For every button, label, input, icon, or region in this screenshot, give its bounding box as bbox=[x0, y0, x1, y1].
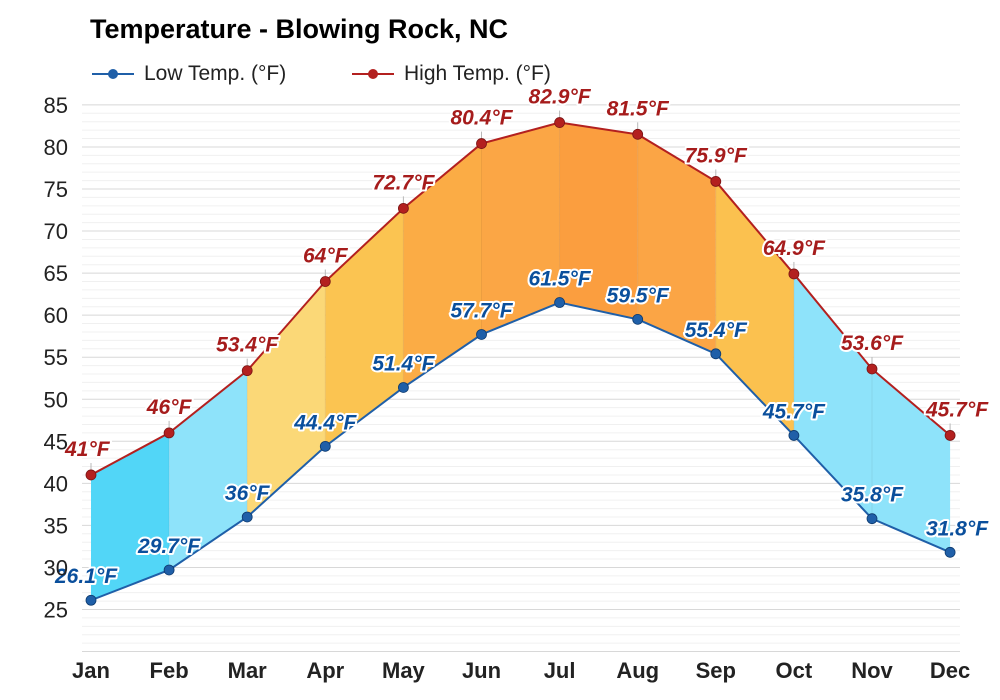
y-tick-label: 70 bbox=[44, 219, 68, 244]
point-low-mar bbox=[241, 511, 253, 523]
point-low-sep bbox=[710, 348, 722, 360]
data-label-low-jun: 57.7°F bbox=[450, 299, 513, 322]
data-label-high-jan: 41°F bbox=[64, 438, 111, 461]
data-label-low-apr: 44.4°F bbox=[293, 411, 357, 434]
point-low-apr bbox=[319, 440, 331, 452]
y-tick-label: 35 bbox=[44, 513, 68, 538]
band-nov bbox=[872, 368, 951, 553]
data-label-high-may: 72.7°F bbox=[372, 171, 435, 194]
point-high-mar bbox=[241, 365, 253, 377]
y-tick-label: 40 bbox=[44, 471, 68, 496]
y-tick-label: 85 bbox=[44, 93, 68, 118]
data-label-high-feb: 46°F bbox=[146, 396, 193, 419]
band-mar bbox=[247, 281, 326, 517]
point-high-dec bbox=[944, 430, 956, 441]
band-sep bbox=[715, 181, 794, 436]
series-line-low bbox=[90, 301, 951, 602]
legend-low-marker bbox=[92, 69, 134, 79]
data-label-high-jun: 80.4°F bbox=[450, 107, 513, 130]
legend-low-label: Low Temp. (°F) bbox=[144, 62, 287, 85]
data-label-low-feb: 29.7°F bbox=[137, 535, 201, 558]
x-tick-label-jun: Jun bbox=[462, 658, 501, 683]
data-label-high-apr: 64°F bbox=[303, 245, 349, 268]
band-jan bbox=[91, 432, 170, 601]
y-tick-label: 30 bbox=[44, 555, 68, 580]
y-tick-label: 80 bbox=[44, 135, 68, 160]
band-feb bbox=[169, 370, 248, 570]
band-may bbox=[403, 143, 482, 388]
point-low-oct bbox=[788, 430, 800, 441]
x-tick-label-may: May bbox=[382, 658, 426, 683]
y-tick-label: 60 bbox=[44, 303, 68, 328]
point-low-jan bbox=[85, 594, 97, 606]
data-label-high-jul: 82.9°F bbox=[529, 86, 592, 109]
point-low-aug bbox=[632, 313, 644, 325]
data-label-low-jan: 26.1°F bbox=[54, 565, 118, 588]
data-label-high-oct: 64.9°F bbox=[763, 237, 826, 260]
point-low-jul bbox=[554, 297, 565, 308]
y-tick-label: 25 bbox=[44, 598, 68, 623]
data-label-high-sep: 75.9°F bbox=[685, 144, 748, 167]
data-label-low-oct: 45.7°F bbox=[762, 400, 826, 423]
y-tick-label: 75 bbox=[44, 177, 68, 202]
y-tick-label: 65 bbox=[44, 261, 68, 286]
legend-item-low: Low Temp. (°F) bbox=[90, 62, 286, 86]
x-tick-label-dec: Dec bbox=[930, 658, 970, 683]
point-low-jun bbox=[476, 329, 487, 340]
data-label-low-dec: 31.8°F bbox=[926, 517, 989, 540]
data-label-low-aug: 59.5°F bbox=[607, 284, 670, 307]
data-label-low-jul: 61.5°F bbox=[529, 268, 592, 291]
data-label-high-dec: 45.7°F bbox=[925, 398, 989, 421]
point-high-sep bbox=[710, 176, 722, 187]
data-label-low-sep: 55.4°F bbox=[685, 319, 748, 342]
point-low-may bbox=[397, 382, 409, 393]
point-low-feb bbox=[163, 564, 175, 576]
point-low-nov bbox=[866, 513, 878, 525]
x-tick-label-nov: Nov bbox=[851, 658, 893, 683]
x-tick-label-jul: Jul bbox=[544, 658, 576, 683]
x-tick-label-jan: Jan bbox=[72, 658, 110, 683]
point-high-feb bbox=[163, 427, 175, 439]
band-jul bbox=[559, 122, 638, 320]
data-label-low-may: 51.4°F bbox=[372, 352, 435, 375]
band-aug bbox=[637, 134, 716, 354]
point-high-apr bbox=[319, 276, 331, 287]
data-label-high-nov: 53.6°F bbox=[841, 332, 904, 355]
data-label-low-mar: 36°F bbox=[225, 482, 271, 505]
point-high-jan bbox=[85, 469, 97, 481]
x-tick-label-apr: Apr bbox=[306, 658, 344, 683]
data-label-low-nov: 35.8°F bbox=[841, 484, 904, 507]
data-label-high-aug: 81.5°F bbox=[607, 97, 670, 120]
y-tick-label: 55 bbox=[44, 345, 68, 370]
x-tick-label-aug: Aug bbox=[616, 658, 659, 683]
point-high-oct bbox=[788, 268, 800, 280]
y-tick-label: 45 bbox=[44, 429, 68, 454]
x-tick-label-oct: Oct bbox=[776, 658, 813, 683]
band-apr bbox=[325, 208, 404, 447]
series-line-high bbox=[90, 121, 951, 476]
point-low-dec bbox=[944, 546, 956, 558]
legend-high-label: High Temp. (°F) bbox=[404, 62, 551, 85]
point-high-may bbox=[397, 202, 409, 214]
chart-title: Temperature - Blowing Rock, NC bbox=[90, 14, 509, 44]
data-label-high-mar: 53.4°F bbox=[216, 334, 279, 357]
band-oct bbox=[793, 273, 872, 519]
point-high-aug bbox=[632, 128, 644, 140]
legend-high-marker bbox=[352, 69, 394, 79]
x-tick-label-mar: Mar bbox=[228, 658, 268, 683]
point-high-jun bbox=[476, 138, 487, 149]
point-high-jul bbox=[554, 117, 565, 128]
x-tick-label-sep: Sep bbox=[696, 658, 736, 683]
legend-item-high: High Temp. (°F) bbox=[350, 62, 551, 86]
y-tick-label: 50 bbox=[44, 387, 68, 412]
band-jun bbox=[481, 122, 560, 335]
x-tick-label-feb: Feb bbox=[150, 658, 189, 683]
point-high-nov bbox=[866, 363, 878, 375]
